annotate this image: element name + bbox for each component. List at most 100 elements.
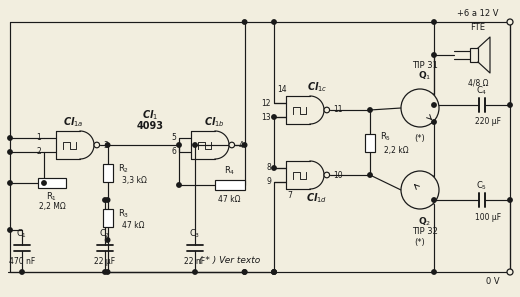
Text: 47 kΩ: 47 kΩ xyxy=(122,222,144,230)
Circle shape xyxy=(508,198,512,202)
Circle shape xyxy=(272,270,276,274)
Circle shape xyxy=(177,183,181,187)
Text: 4: 4 xyxy=(239,140,243,149)
Text: 4/8 Ω: 4/8 Ω xyxy=(468,78,488,88)
Text: C$_2$: C$_2$ xyxy=(99,228,111,240)
Text: 14: 14 xyxy=(277,85,287,94)
Text: FTE: FTE xyxy=(471,23,486,32)
Text: TIP 32: TIP 32 xyxy=(412,228,438,236)
Text: Cl$_{1d}$: Cl$_{1d}$ xyxy=(306,191,328,205)
Circle shape xyxy=(272,20,276,24)
Text: 1: 1 xyxy=(36,133,41,143)
Text: C$_1$: C$_1$ xyxy=(17,228,28,240)
Text: 6: 6 xyxy=(171,148,176,157)
Circle shape xyxy=(432,53,436,57)
Text: TIP 31: TIP 31 xyxy=(412,61,438,69)
Circle shape xyxy=(103,198,107,202)
Text: (*): (*) xyxy=(414,133,425,143)
Text: Q$_2$: Q$_2$ xyxy=(419,216,432,228)
Circle shape xyxy=(432,103,436,107)
Text: R$_4$: R$_4$ xyxy=(224,165,235,177)
Circle shape xyxy=(106,198,110,202)
Circle shape xyxy=(8,150,12,154)
Text: (*): (*) xyxy=(414,238,425,247)
Circle shape xyxy=(368,173,372,177)
Text: 0 V: 0 V xyxy=(486,277,500,287)
Circle shape xyxy=(20,270,24,274)
Circle shape xyxy=(324,172,330,178)
Text: 2: 2 xyxy=(36,148,41,157)
Text: Cl$_{1a}$: Cl$_{1a}$ xyxy=(63,115,83,129)
Circle shape xyxy=(432,270,436,274)
Circle shape xyxy=(242,270,247,274)
Text: 8: 8 xyxy=(266,164,271,173)
Text: 11: 11 xyxy=(334,105,343,115)
Circle shape xyxy=(368,108,372,112)
Text: 22 nF: 22 nF xyxy=(185,257,205,266)
Circle shape xyxy=(42,181,46,185)
Circle shape xyxy=(401,89,439,127)
Text: 4093: 4093 xyxy=(136,121,163,131)
Text: ( * ) Ver texto: ( * ) Ver texto xyxy=(199,255,261,265)
Circle shape xyxy=(8,228,12,232)
Text: 9: 9 xyxy=(266,178,271,187)
Text: 7: 7 xyxy=(288,192,292,200)
Circle shape xyxy=(272,270,276,274)
Circle shape xyxy=(324,107,330,113)
Circle shape xyxy=(432,20,436,24)
Circle shape xyxy=(242,20,247,24)
Text: 3,3 kΩ: 3,3 kΩ xyxy=(122,176,147,186)
Text: Q$_1$: Q$_1$ xyxy=(419,70,432,82)
Circle shape xyxy=(401,171,439,209)
Circle shape xyxy=(432,120,436,124)
Circle shape xyxy=(507,269,513,275)
Text: 2,2 kΩ: 2,2 kΩ xyxy=(384,146,409,155)
Text: 13: 13 xyxy=(262,113,271,121)
Circle shape xyxy=(193,143,197,147)
Circle shape xyxy=(272,115,276,119)
Circle shape xyxy=(8,181,12,185)
Text: 22 µF: 22 µF xyxy=(95,257,115,266)
Bar xyxy=(102,164,113,182)
Text: +6 a 12 V: +6 a 12 V xyxy=(457,10,499,18)
Text: R$_3$: R$_3$ xyxy=(118,208,129,220)
Circle shape xyxy=(432,198,436,202)
Circle shape xyxy=(94,142,100,148)
Text: C$_5$: C$_5$ xyxy=(476,180,488,192)
Text: 47 kΩ: 47 kΩ xyxy=(218,195,241,205)
Bar xyxy=(215,180,244,190)
Circle shape xyxy=(106,270,110,274)
Circle shape xyxy=(242,143,247,147)
Circle shape xyxy=(507,19,513,25)
Text: Cl$_{1b}$: Cl$_{1b}$ xyxy=(203,115,225,129)
Bar xyxy=(38,178,66,188)
Text: 2,2 MΩ: 2,2 MΩ xyxy=(38,201,66,211)
Text: C$_3$: C$_3$ xyxy=(189,228,201,240)
Text: 100 µF: 100 µF xyxy=(475,212,501,222)
Circle shape xyxy=(229,142,235,148)
Circle shape xyxy=(8,136,12,140)
Bar xyxy=(365,133,375,151)
Text: R$_5$: R$_5$ xyxy=(380,130,391,143)
Circle shape xyxy=(242,270,247,274)
Text: 470 nF: 470 nF xyxy=(9,257,35,266)
Text: C$_4$: C$_4$ xyxy=(476,85,488,97)
Text: R$_2$: R$_2$ xyxy=(118,163,128,175)
Bar xyxy=(470,48,478,62)
Text: 3: 3 xyxy=(103,140,109,149)
Circle shape xyxy=(177,143,181,147)
Circle shape xyxy=(272,166,276,170)
Text: 5: 5 xyxy=(171,133,176,143)
Circle shape xyxy=(193,270,197,274)
Text: Cl$_{1c}$: Cl$_{1c}$ xyxy=(307,80,327,94)
Text: 220 µF: 220 µF xyxy=(475,118,501,127)
Text: 10: 10 xyxy=(334,170,343,179)
Text: 12: 12 xyxy=(262,99,271,108)
Text: R$_1$: R$_1$ xyxy=(46,191,58,203)
Circle shape xyxy=(106,238,110,242)
Circle shape xyxy=(272,270,276,274)
Bar xyxy=(102,209,113,227)
Circle shape xyxy=(103,270,107,274)
Circle shape xyxy=(508,103,512,107)
Circle shape xyxy=(106,143,110,147)
